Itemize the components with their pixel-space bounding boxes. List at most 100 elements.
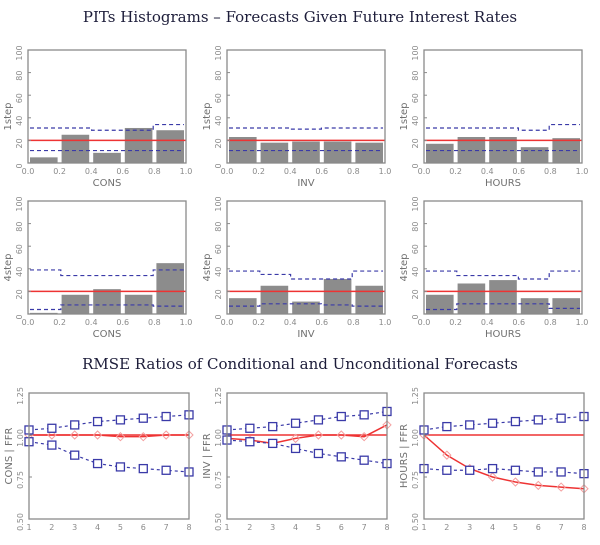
y-tick-label: 100: [411, 196, 420, 211]
lower-band-marker: [290, 443, 301, 454]
x-tick-label: 1.0: [180, 318, 193, 327]
y-tick-label: 0: [15, 314, 24, 319]
y-tick-label: 40: [214, 267, 223, 277]
y-axis-label: 1step: [202, 103, 213, 131]
y-axis-label: CONS | FFR: [4, 428, 15, 485]
y-tick-label: 100: [15, 45, 24, 60]
rmse-ratio-marker: [70, 430, 80, 440]
x-tick-label: 0.0: [22, 318, 35, 327]
rmse-ratio-marker: [556, 482, 566, 492]
x-tick-label: 0.2: [252, 318, 265, 327]
y-tick-label: 0.50: [411, 513, 420, 531]
y-tick-label: 60: [411, 244, 420, 254]
y-tick-label: 60: [15, 93, 24, 103]
x-tick-label: 0.4: [284, 318, 297, 327]
y-tick-label: 20: [15, 138, 24, 148]
x-axis-label: CONS: [93, 178, 122, 189]
x-tick-label: 0.0: [418, 318, 431, 327]
x-axis-label: HOURS: [485, 178, 521, 189]
y-tick-label: 20: [214, 138, 223, 148]
lower-band-marker: [465, 465, 475, 475]
upper-confidence-band: [30, 269, 184, 277]
x-tick-label: 0.8: [347, 167, 360, 176]
x-tick-label: 3: [270, 523, 275, 532]
lower-band-marker: [92, 458, 103, 469]
plot-frame: [226, 392, 388, 520]
histogram-bar: [292, 301, 320, 314]
x-tick-label: 0.8: [347, 318, 360, 327]
y-axis-label: 1step: [399, 103, 410, 131]
x-tick-label: 0.4: [481, 167, 494, 176]
plot-frame: [27, 49, 187, 164]
y-tick-label: 80: [411, 71, 420, 81]
y-tick-label: 80: [15, 71, 24, 81]
upper-band-marker: [442, 421, 452, 432]
x-tick-label: 0.6: [512, 167, 525, 176]
histogram-bar: [520, 147, 549, 163]
y-axis-label: INV | FFR: [202, 433, 213, 479]
rmse-ratio-marker: [161, 430, 171, 440]
upper-band-marker: [70, 420, 80, 430]
x-tick-label: 1: [224, 523, 229, 532]
x-tick-label: 1: [26, 523, 31, 532]
x-tick-label: 7: [559, 523, 564, 532]
rmse-ratio-line: [423, 434, 585, 490]
x-tick-label: 0.6: [116, 318, 129, 327]
x-tick-label: 0.8: [544, 318, 557, 327]
histogram-bar: [229, 298, 257, 314]
x-tick-label: 0.2: [53, 318, 66, 327]
x-tick-label: 1.0: [379, 167, 392, 176]
panel-hist-1step-inv: 0 20 40 60 80 100 0.0 0.2 0.4 0.6 0.8 1.0 INV 1step: [202, 45, 391, 189]
y-tick-label: 1.25: [411, 387, 420, 405]
upper-confidence-band: [426, 270, 580, 280]
x-tick-label: 4: [293, 523, 298, 532]
x-tick-label: 0.2: [449, 318, 462, 327]
upper-band-marker: [359, 410, 369, 420]
x-tick-label: 3: [72, 523, 77, 532]
x-tick-label: 0.6: [512, 318, 525, 327]
upper-band-marker: [533, 415, 543, 425]
panel-hist-4step-inv: 0 20 40 60 80 100 0.0 0.2 0.4 0.6 0.8 1.0 INV 4step: [202, 196, 391, 340]
histogram-bar: [355, 142, 383, 163]
y-tick-label: 80: [15, 222, 24, 232]
histogram-bar: [93, 152, 121, 163]
plot-frame: [423, 49, 583, 164]
upper-band-marker: [245, 423, 255, 433]
x-tick-label: 2: [247, 523, 252, 532]
y-tick-label: 0: [214, 314, 223, 319]
rmse-ratio-marker: [115, 431, 126, 442]
y-tick-label: 0: [411, 163, 420, 168]
upper-band-marker: [290, 418, 301, 428]
x-tick-label: 0.4: [481, 318, 494, 327]
y-tick-label: 80: [411, 222, 420, 232]
y-tick-label: 100: [411, 45, 420, 60]
plot-frame: [226, 200, 386, 315]
upper-confidence-band: [426, 123, 580, 131]
histogram-bar: [355, 285, 383, 314]
plot-frame: [28, 392, 190, 520]
x-tick-label: 3: [467, 523, 472, 532]
rmse-ratio-marker: [359, 431, 369, 442]
y-axis-label: 4step: [399, 254, 410, 282]
upper-band-marker: [47, 423, 57, 433]
y-tick-label: 0: [15, 163, 24, 168]
histogram-bar: [457, 283, 486, 314]
panel-hist-4step-cons: 0 20 40 60 80 100 0.0 0.2 0.4 0.6 0.8 1.0 CONS 4step: [3, 196, 192, 340]
upper-band-marker: [487, 418, 498, 428]
lower-band-marker: [533, 467, 543, 477]
upper-band-marker: [268, 421, 278, 432]
x-tick-label: 7: [164, 523, 169, 532]
upper-band-marker: [161, 411, 171, 422]
x-tick-label: 6: [141, 523, 146, 532]
histogram-bar: [260, 142, 289, 163]
x-tick-label: 1.0: [576, 318, 589, 327]
histogram-bar: [156, 130, 184, 163]
x-tick-label: 0.8: [148, 318, 161, 327]
y-tick-label: 1.00: [16, 429, 25, 447]
y-axis-label: 4step: [3, 254, 14, 282]
y-tick-label: 40: [411, 116, 420, 126]
histogram-bar: [323, 278, 352, 314]
x-tick-label: 1: [421, 523, 426, 532]
y-tick-label: 80: [214, 71, 223, 81]
x-tick-label: 0.8: [148, 167, 161, 176]
